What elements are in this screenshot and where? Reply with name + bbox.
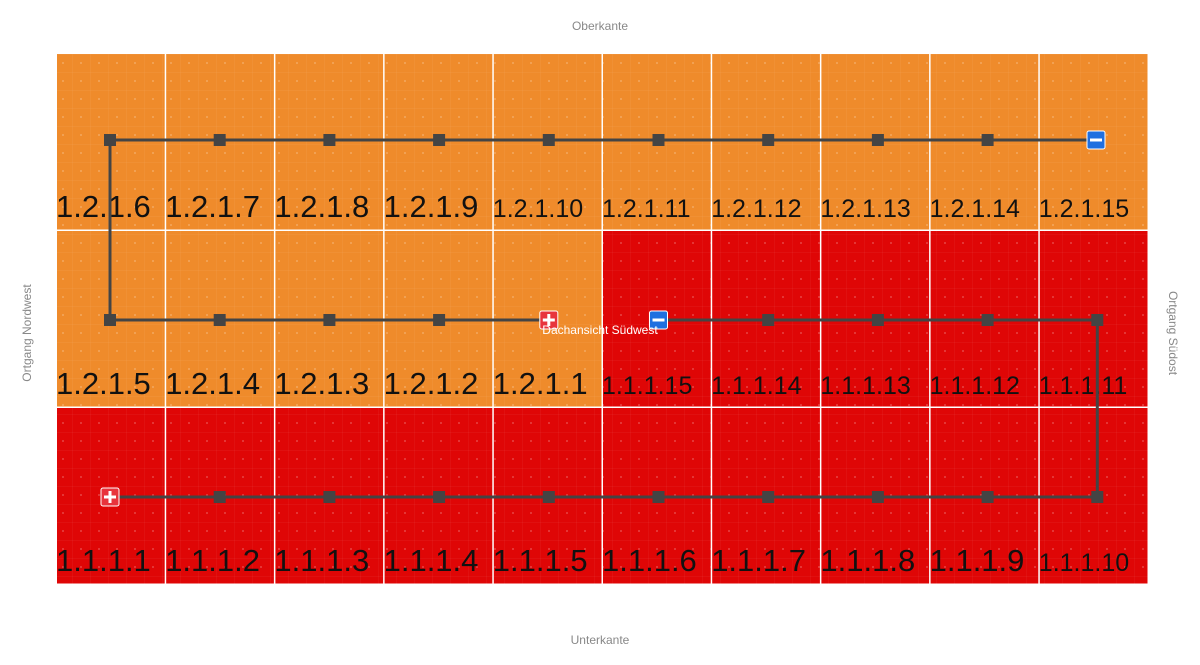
- panel-label: 1.2.1.9: [384, 189, 479, 224]
- terminal-sign: [108, 491, 112, 503]
- panel-label: 1.1.1.15: [602, 372, 692, 400]
- connector: [871, 314, 884, 326]
- panel-label: 1.1.1.9: [930, 543, 1025, 578]
- panel-label: 1.2.1.4: [165, 366, 260, 401]
- connector: [871, 134, 884, 146]
- connector: [652, 491, 665, 503]
- connector: [213, 491, 226, 503]
- connector: [871, 491, 884, 503]
- connector: [104, 314, 116, 326]
- panel-label: 1.1.1.14: [711, 372, 801, 400]
- connector: [981, 314, 994, 326]
- panel-label: 1.2.1.1: [493, 366, 588, 401]
- connector: [981, 134, 994, 146]
- connector: [323, 314, 336, 326]
- panel-label: 1.1.1.4: [384, 543, 479, 578]
- panel-label: 1.1.1.10: [1039, 549, 1129, 577]
- connector: [1091, 491, 1104, 503]
- panel-label: 1.1.1.12: [930, 372, 1020, 400]
- panel-label: 1.1.1.11: [1039, 372, 1128, 400]
- connector: [652, 134, 665, 146]
- connector: [213, 134, 226, 146]
- connector: [542, 134, 555, 146]
- panel-label: 1.2.1.7: [165, 189, 260, 224]
- connector: [433, 134, 446, 146]
- edge-label: Ortgang Südost: [1166, 291, 1180, 376]
- panel-label: 1.1.1.13: [820, 372, 910, 400]
- view-label: Dachansicht Südwest: [542, 323, 658, 337]
- panel-label: 1.1.1.5: [493, 543, 588, 578]
- panel-label: 1.2.1.14: [930, 195, 1020, 223]
- panel-label: 1.2.1.15: [1039, 195, 1129, 223]
- panel-label: 1.1.1.3: [274, 543, 369, 578]
- edge-label: Oberkante: [572, 19, 628, 33]
- panel-label: 1.1.1.7: [711, 543, 806, 578]
- panel-label: 1.2.1.12: [711, 195, 801, 223]
- connector: [213, 314, 226, 326]
- panel-label: 1.1.1.8: [820, 543, 915, 578]
- connector: [762, 134, 775, 146]
- terminal-sign: [547, 314, 551, 326]
- panel-label: 1.2.1.8: [274, 189, 369, 224]
- panel-label: 1.2.1.13: [820, 195, 910, 223]
- terminal-sign: [652, 318, 665, 322]
- connector: [104, 134, 116, 146]
- connector: [981, 491, 994, 503]
- panel-label: 1.2.1.5: [56, 366, 151, 401]
- panel-label: 1.2.1.3: [274, 366, 369, 401]
- panel-label: 1.2.1.2: [384, 366, 479, 401]
- connector: [762, 314, 775, 326]
- edge-label: Unterkante: [571, 633, 630, 647]
- connector: [433, 314, 446, 326]
- edge-label: Ortgang Nordwest: [20, 284, 34, 382]
- connector: [433, 491, 446, 503]
- connector: [1091, 314, 1104, 326]
- terminal-sign: [1090, 138, 1102, 142]
- connector: [323, 491, 336, 503]
- panel-label: 1.2.1.11: [602, 195, 691, 223]
- panel-label: 1.1.1.1: [56, 543, 151, 578]
- panel-label: 1.1.1.6: [602, 543, 697, 578]
- connector: [323, 134, 336, 146]
- panel-label: 1.2.1.10: [493, 195, 583, 223]
- wiring: [100, 130, 1106, 507]
- connector: [762, 491, 775, 503]
- connector: [542, 491, 555, 503]
- panel-label: 1.1.1.2: [165, 543, 260, 578]
- panel-label: 1.2.1.6: [56, 189, 151, 224]
